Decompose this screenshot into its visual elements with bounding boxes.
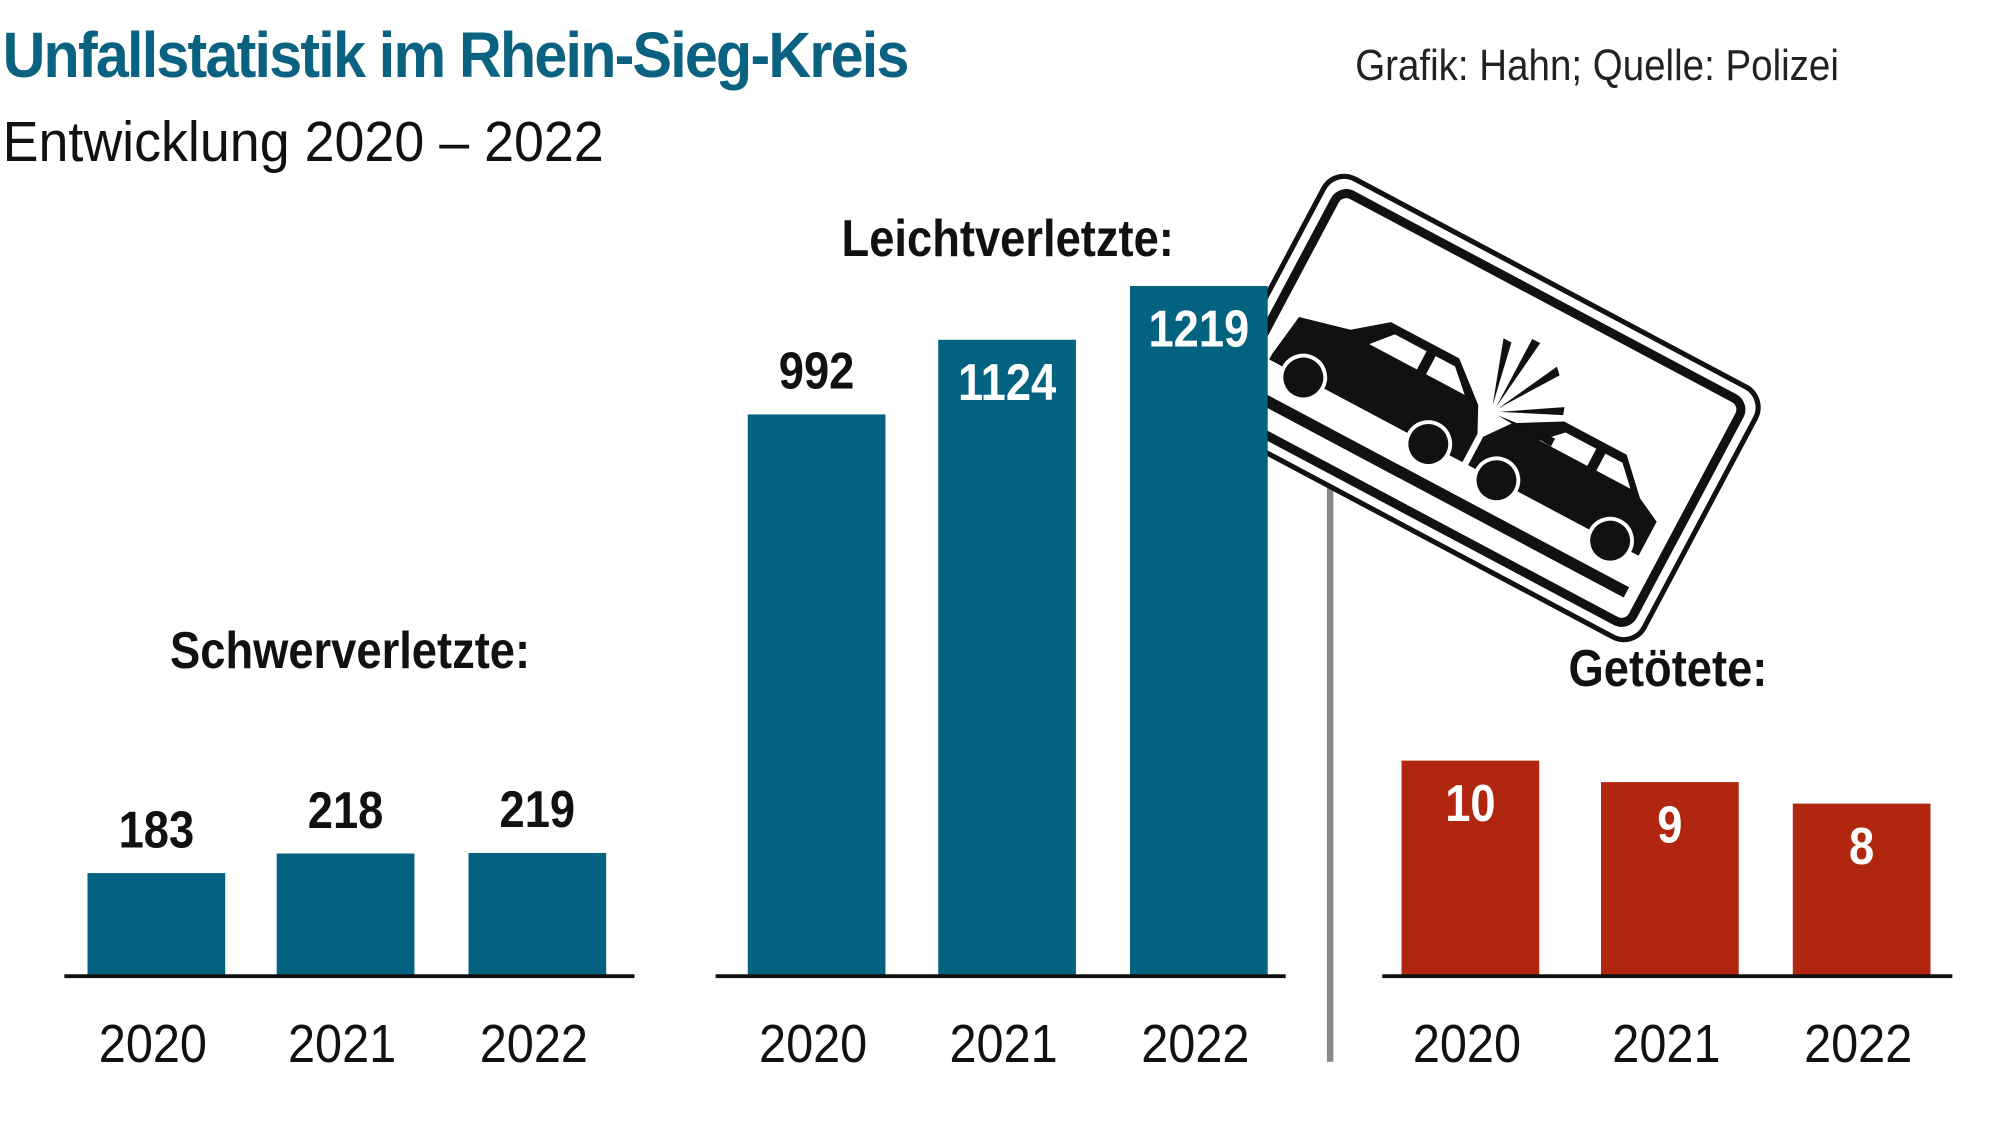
bar (938, 339, 1076, 976)
x-tick-label: 2022 (1141, 1012, 1249, 1073)
source-credit: Grafik: Hahn; Quelle: Polizei (1355, 41, 1839, 91)
data-label: 183 (119, 802, 195, 859)
bar (1401, 760, 1540, 976)
bar (468, 852, 607, 976)
accident-traffic-sign-icon (1207, 173, 1761, 643)
bar (87, 873, 226, 976)
panel-title-getoetete: Getötete: (1568, 640, 1768, 698)
x-tick-label: 2022 (1804, 1012, 1912, 1073)
data-label: 1219 (1148, 301, 1249, 358)
x-tick-label: 2021 (1612, 1012, 1720, 1073)
x-axis-line (1382, 974, 1953, 979)
x-tick-label: 2020 (759, 1012, 867, 1073)
x-tick-label: 2021 (950, 1012, 1058, 1073)
bar (747, 414, 886, 976)
data-label: 10 (1445, 775, 1495, 832)
bar (1129, 286, 1268, 976)
panel-title-schwerverletzte: Schwerverletzte: (170, 622, 531, 680)
sign-pole (1326, 476, 1334, 1062)
x-tick-label: 2022 (480, 1012, 588, 1073)
data-label: 1124 (958, 355, 1056, 412)
chart-title: Unfallstatistik im Rhein-Sieg-Kreis (2, 19, 910, 92)
bar (276, 853, 415, 976)
chart-subtitle: Entwicklung 2020 – 2022 (2, 110, 604, 174)
x-tick-label: 2021 (288, 1012, 396, 1073)
x-tick-label: 2020 (1413, 1012, 1521, 1073)
x-axis-line (64, 974, 635, 979)
data-label: 219 (500, 782, 576, 839)
x-axis-line (715, 974, 1286, 979)
data-label: 9 (1657, 797, 1682, 854)
bar (1792, 803, 1931, 976)
x-tick-label: 2020 (99, 1012, 207, 1073)
panel-title-leichtverletzte: Leichtverletzte: (841, 211, 1174, 268)
data-label: 8 (1849, 818, 1874, 875)
bar (1601, 782, 1739, 976)
data-label: 992 (779, 343, 855, 400)
data-label: 218 (308, 782, 384, 839)
